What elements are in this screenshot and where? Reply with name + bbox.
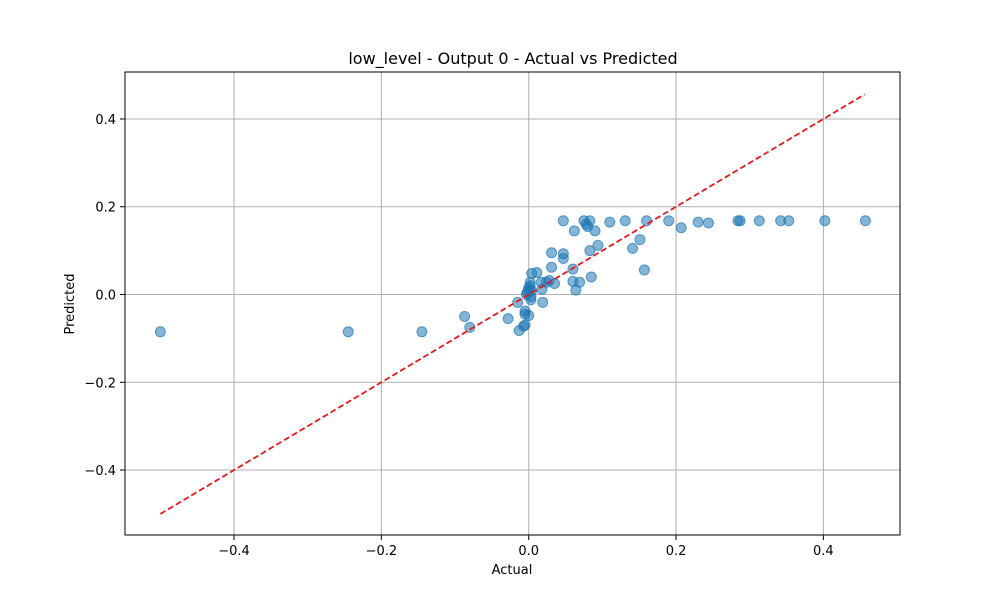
data-point	[342, 326, 354, 338]
data-point	[638, 264, 650, 276]
data-point	[523, 310, 535, 322]
data-point	[604, 216, 616, 228]
data-point	[641, 215, 653, 227]
x-tick-label: −0.2	[366, 544, 398, 559]
data-point	[546, 261, 558, 273]
data-point	[416, 326, 428, 338]
y-axis-label: Predicted	[63, 273, 78, 334]
data-point	[592, 239, 604, 251]
y-tick-label: 0.2	[95, 201, 116, 216]
y-tick-label: 0.0	[95, 289, 116, 304]
data-point	[557, 215, 569, 227]
x-axis-ticks: −0.4 −0.2 0.0 0.2 0.4	[218, 535, 834, 559]
data-point	[526, 285, 538, 297]
data-point	[574, 276, 586, 288]
data-point	[819, 215, 831, 227]
reference-line	[159, 93, 866, 515]
x-tick-label: −0.4	[218, 544, 250, 559]
grid-lines	[125, 72, 900, 535]
data-point	[459, 310, 471, 322]
data-point	[675, 222, 687, 234]
data-point	[619, 215, 631, 227]
y-axis-ticks: −0.4 −0.2 0.0 0.2 0.4	[84, 113, 125, 479]
data-point	[548, 278, 560, 290]
data-point	[692, 216, 704, 228]
data-point	[512, 296, 524, 308]
data-point	[546, 247, 558, 259]
data-point	[568, 225, 580, 237]
x-tick-label: 0.4	[813, 544, 834, 559]
plot-frame	[124, 71, 901, 536]
data-point	[634, 234, 646, 246]
data-point	[859, 215, 871, 227]
data-point	[589, 225, 601, 237]
data-point	[537, 296, 549, 308]
data-point	[584, 215, 596, 227]
data-points	[154, 215, 871, 338]
chart-title: low_level - Output 0 - Actual vs Predict…	[348, 49, 677, 69]
data-point	[585, 271, 597, 283]
y-tick-label: −0.2	[84, 376, 116, 391]
x-tick-label: 0.2	[666, 544, 687, 559]
data-point	[519, 319, 531, 331]
data-point	[783, 215, 795, 227]
data-point	[663, 215, 675, 227]
data-point	[627, 242, 639, 254]
data-point	[702, 217, 714, 229]
data-point	[753, 215, 765, 227]
plot-area	[124, 71, 901, 536]
y-tick-label: 0.4	[95, 113, 116, 128]
x-tick-label: 0.0	[518, 544, 539, 559]
y-tick-label: −0.4	[84, 464, 116, 479]
data-point	[154, 326, 166, 338]
data-point	[734, 215, 746, 227]
data-point	[531, 267, 543, 279]
data-point	[502, 313, 514, 325]
x-axis-label: Actual	[492, 563, 533, 578]
data-point	[584, 245, 596, 257]
data-point	[557, 253, 569, 265]
